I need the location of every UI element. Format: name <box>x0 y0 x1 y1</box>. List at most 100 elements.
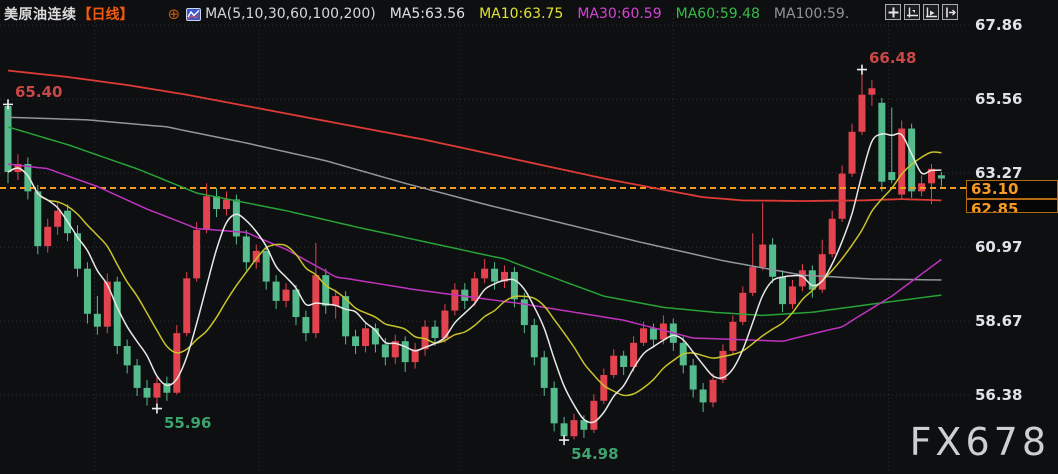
candle-body <box>54 210 62 227</box>
candle-body <box>34 191 42 247</box>
candle-body <box>461 289 469 301</box>
candle-body <box>352 336 360 347</box>
add-indicator-icon[interactable]: ⊕ <box>167 4 181 23</box>
candle-body <box>649 328 657 340</box>
period-tag[interactable]: 【日线】 <box>77 7 134 23</box>
axis-tick: 60.97 <box>975 238 1023 257</box>
candle-body <box>222 199 230 210</box>
candle-body <box>292 289 300 318</box>
chart-type-icon[interactable] <box>186 7 202 22</box>
candle-body <box>510 271 518 300</box>
ma100-line <box>7 116 942 281</box>
candle-body <box>232 199 240 237</box>
candle-body <box>501 271 508 282</box>
candle-body <box>332 296 340 306</box>
candle-body <box>93 313 101 327</box>
candle-body <box>560 423 568 437</box>
candle-body <box>630 342 638 367</box>
candle-body <box>74 233 82 269</box>
candle-body <box>689 365 697 390</box>
candle-body <box>868 88 876 95</box>
extreme-cross-marker <box>151 403 162 414</box>
candle-body <box>163 383 171 393</box>
candle-body <box>719 350 727 380</box>
candle-body <box>361 328 369 347</box>
watermark: FX678 <box>909 420 1050 464</box>
candle-body <box>610 355 618 376</box>
candle-body <box>878 102 886 182</box>
candle-body <box>808 270 816 290</box>
candle-body <box>401 341 409 363</box>
ma5-line <box>7 132 942 424</box>
candle-body <box>709 379 717 403</box>
x-axis-scale-icon[interactable] <box>923 4 939 20</box>
candle-body <box>481 268 489 279</box>
candle-body <box>103 281 111 327</box>
candle-body <box>779 276 787 305</box>
candle-body <box>540 357 548 388</box>
candle-body <box>381 344 389 358</box>
candle-body <box>421 326 429 350</box>
low-price-label: 54.98 <box>571 445 619 464</box>
candle-body <box>600 375 608 401</box>
candle-body <box>431 326 439 338</box>
candle-body <box>123 346 131 366</box>
candle-body <box>213 196 221 210</box>
reset-view-icon[interactable] <box>942 4 958 20</box>
y-axis-scale-icon[interactable] <box>904 4 920 20</box>
candle-body <box>908 128 916 192</box>
candle-body <box>530 325 538 358</box>
candle-body <box>113 281 121 347</box>
candle-body <box>4 105 12 173</box>
ma200-line <box>7 69 942 202</box>
high-price-label: 65.40 <box>15 83 63 102</box>
candle-body <box>391 341 399 358</box>
candle-body <box>888 172 896 181</box>
candle-body <box>312 275 320 334</box>
current-price-badge: 63.10 <box>966 180 1058 199</box>
extreme-cross-marker <box>3 99 13 110</box>
chart-toolbar <box>885 4 958 20</box>
candle-body <box>44 226 52 247</box>
candle-body <box>590 400 598 430</box>
candle-body <box>550 387 558 424</box>
candle-body <box>739 292 747 322</box>
candle-body <box>818 254 826 290</box>
candle-body <box>828 218 836 255</box>
candle-body <box>838 173 846 219</box>
move-chart-icon[interactable] <box>885 4 901 20</box>
chart-header: 美原油连续 【日线】 ⊕ MA(5,10,30,60,100,200) MA5:… <box>4 3 849 25</box>
candle-body <box>302 317 310 334</box>
candle-body <box>769 244 777 277</box>
candle-body <box>24 163 32 192</box>
axis-tick: 58.67 <box>975 312 1023 331</box>
ma5-value: MA5:63.56 <box>389 6 466 22</box>
ma10-value: MA10:63.75 <box>479 6 564 22</box>
candle-body <box>937 175 945 179</box>
candle-body <box>272 281 280 301</box>
axis-tick: 63.27 <box>975 164 1023 182</box>
candle-body <box>798 270 806 287</box>
candle-body <box>322 275 330 306</box>
candle-body <box>342 296 350 337</box>
ma30-line <box>7 163 942 343</box>
candle-body <box>848 131 856 174</box>
candle-body <box>858 94 866 132</box>
candle-body <box>262 250 270 282</box>
candle-body <box>441 310 449 338</box>
candle-body <box>620 355 628 367</box>
candle-body <box>153 383 161 398</box>
candle-body <box>729 321 737 351</box>
candle-body <box>143 387 151 398</box>
ma60-line <box>7 126 942 317</box>
candle-body <box>173 333 181 393</box>
candle-body <box>570 420 578 437</box>
candle-body <box>659 323 667 340</box>
candle-body <box>193 230 201 279</box>
low-price-label: 55.96 <box>163 413 212 432</box>
candle-body <box>203 196 211 231</box>
ma30-value: MA30:60.59 <box>577 6 662 22</box>
ma10-line <box>7 151 942 397</box>
